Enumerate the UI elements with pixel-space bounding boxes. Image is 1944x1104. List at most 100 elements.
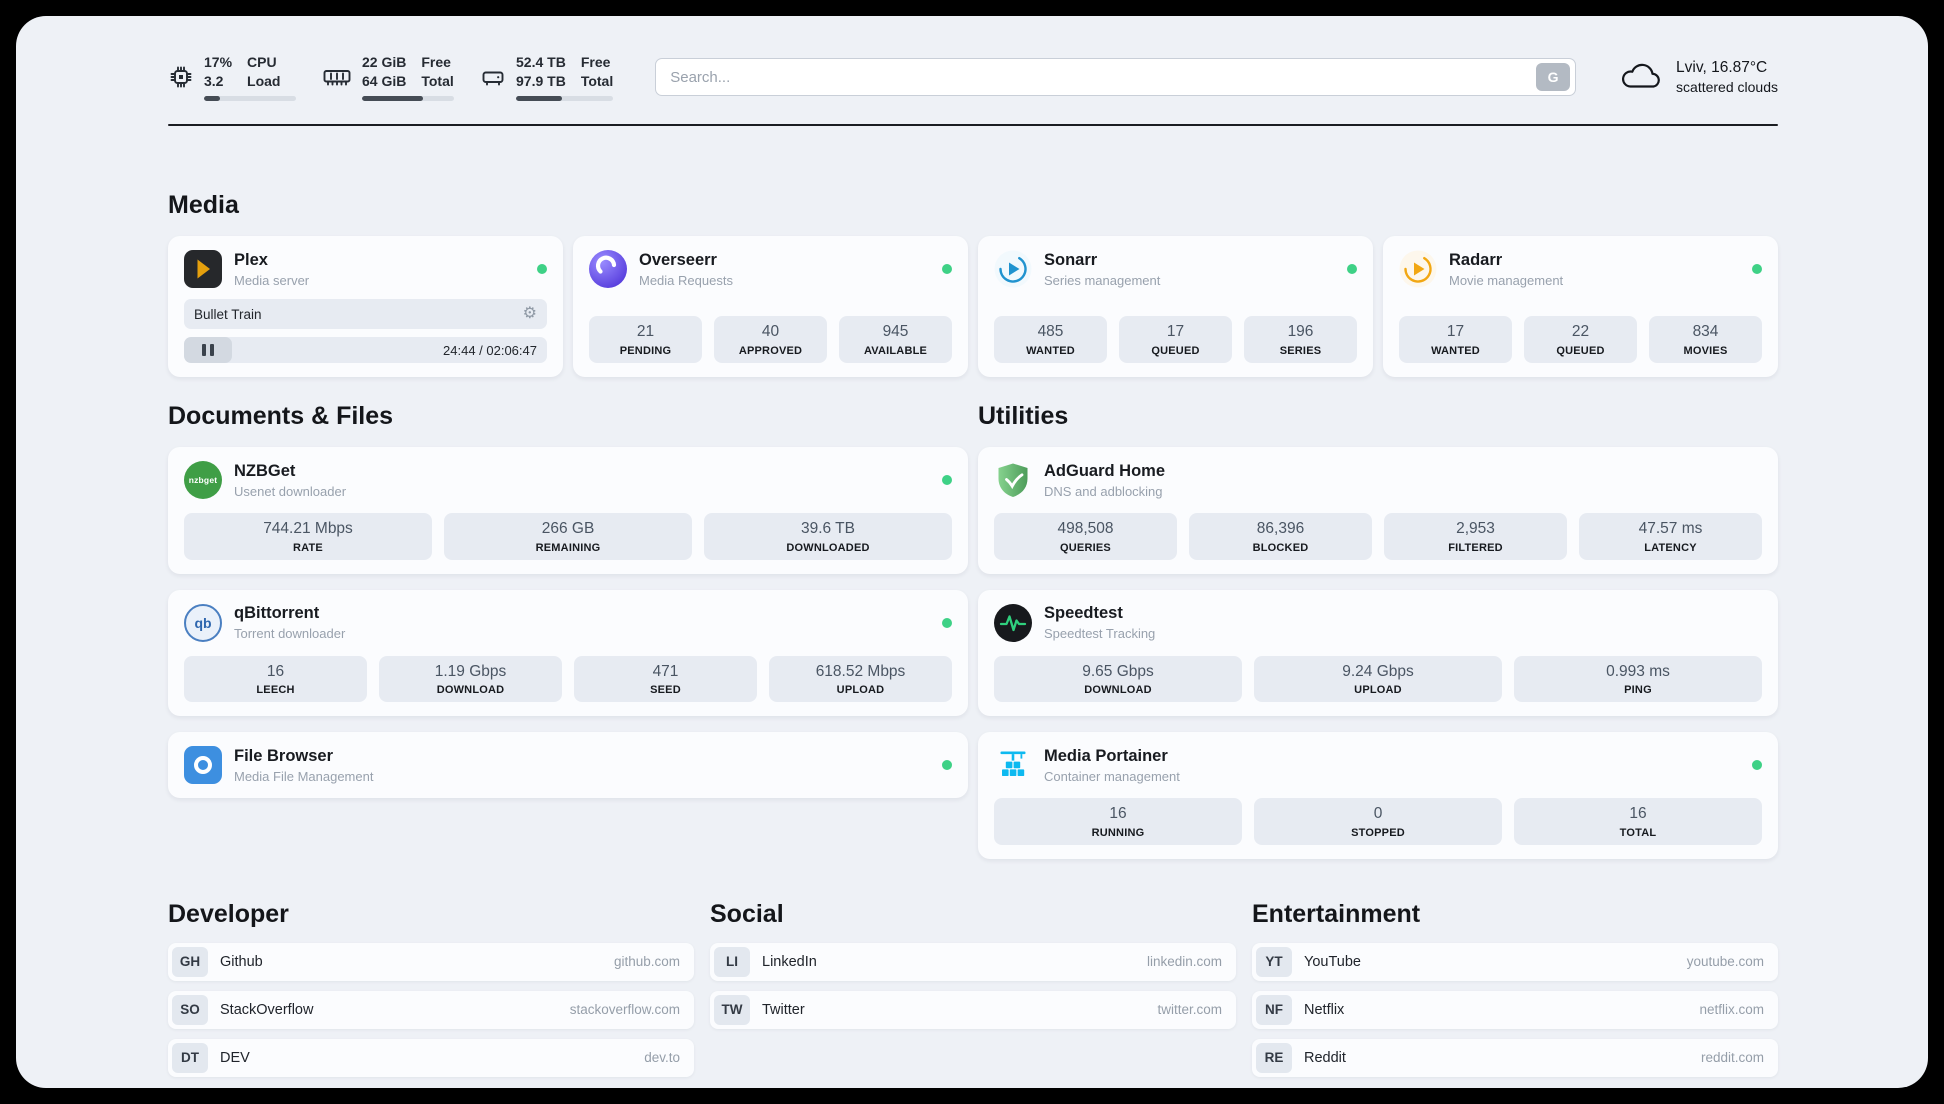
- qbittorrent-stats: 16 LEECH 1.19 Gbps DOWNLOAD 471 SEED 618…: [184, 655, 952, 703]
- stat-box: 16 RUNNING: [994, 798, 1242, 845]
- stat-value: 47.57 ms: [1638, 520, 1703, 537]
- stat-value: 2,953: [1456, 520, 1495, 537]
- disk-total-label: Total: [580, 73, 614, 89]
- nzbget-header: nzbget NZBGet Usenet downloader: [184, 461, 952, 499]
- cpu-icon: [170, 66, 192, 88]
- stat-box: 618.52 Mbps UPLOAD: [769, 655, 952, 703]
- section-title-documents: Documents & Files: [168, 402, 394, 430]
- bookmark-twitter[interactable]: TW Twitter twitter.com: [710, 990, 1236, 1029]
- plex-icon: [184, 250, 222, 288]
- app-subtitle: Torrent downloader: [234, 626, 346, 642]
- ram-progress-fill: [362, 95, 423, 101]
- stat-value: 498,508: [1057, 520, 1114, 537]
- status-dot: [537, 264, 547, 274]
- stat-value: 834: [1692, 323, 1719, 341]
- stat-box: 47.57 ms LATENCY: [1579, 513, 1762, 560]
- app-name: Sonarr: [1044, 250, 1098, 269]
- bookmark-reddit[interactable]: RE Reddit reddit.com: [1252, 1038, 1778, 1077]
- bookmarks-grid: Developer GH Github github.com SO StackO…: [168, 899, 1778, 1077]
- bookmark-dev[interactable]: DT DEV dev.to: [168, 1038, 694, 1077]
- bookmark-youtube[interactable]: YT YouTube youtube.com: [1252, 942, 1778, 981]
- search-bar: G: [655, 58, 1577, 96]
- stat-box: 266 GB REMAINING: [444, 513, 692, 560]
- bookmark-netflix[interactable]: NF Netflix netflix.com: [1252, 990, 1778, 1029]
- stat-box: 17 WANTED: [1399, 316, 1512, 363]
- section-title-developer: Developer: [168, 899, 289, 928]
- bookmark-linkedin[interactable]: LI LinkedIn linkedin.com: [710, 942, 1236, 981]
- overseerr-meta: Overseerr Media Requests: [639, 251, 733, 288]
- stat-box: 17 QUEUED: [1119, 316, 1232, 363]
- app-name: NZBGet: [234, 461, 296, 480]
- status-dot: [1752, 264, 1762, 274]
- media-card-grid: Plex Media server Bullet Train ⚙ 24:44 /…: [168, 236, 1778, 377]
- portainer-card[interactable]: Media Portainer Container management 16 …: [978, 732, 1778, 859]
- stat-value: 16: [266, 662, 285, 680]
- cpu-usage-label: CPU: [247, 54, 277, 71]
- ram-free-value: 22 GiB: [362, 54, 407, 71]
- stat-label: LEECH: [256, 684, 295, 697]
- search-engine-button[interactable]: G: [1536, 63, 1571, 91]
- overseerr-header: Overseerr Media Requests: [589, 250, 952, 288]
- adguard-icon: [994, 461, 1032, 499]
- stat-box: 39.6 TB DOWNLOADED: [704, 513, 952, 560]
- qbittorrent-card[interactable]: qb qBittorrent Torrent downloader 16 LEE…: [168, 589, 968, 717]
- sonarr-header: Sonarr Series management: [994, 250, 1357, 288]
- bookmark-name: Netflix: [1304, 1001, 1345, 1018]
- nzbget-card[interactable]: nzbget NZBGet Usenet downloader 744.21 M…: [168, 447, 968, 574]
- overseerr-card[interactable]: Overseerr Media Requests 21 PENDING 40 A…: [573, 236, 968, 377]
- adguard-stats: 498,508 QUERIES 86,396 BLOCKED 2,953 FIL…: [994, 513, 1762, 560]
- cpu-load-label: Load: [247, 73, 281, 89]
- stat-label: QUERIES: [1060, 541, 1111, 554]
- documents-column: Documents & Files nzbget NZBGet Usenet d…: [168, 401, 968, 799]
- status-dot: [942, 264, 952, 274]
- now-playing-title: Bullet Train: [194, 306, 262, 322]
- stat-label: LATENCY: [1644, 541, 1697, 554]
- app-name: AdGuard Home: [1044, 461, 1166, 480]
- cpu-usage-value: 17%: [204, 54, 233, 71]
- stat-label: WANTED: [1026, 345, 1075, 357]
- stat-box: 40 APPROVED: [714, 316, 827, 363]
- filebrowser-header: File Browser Media File Management: [184, 746, 952, 785]
- stat-value: 196: [1287, 323, 1314, 341]
- bookmark-url: stackoverflow.com: [569, 1002, 680, 1018]
- bookmark-github[interactable]: GH Github github.com: [168, 942, 694, 981]
- stat-value: 266 GB: [541, 520, 595, 537]
- playback-time: 24:44 / 02:06:47: [443, 342, 537, 358]
- weather-text: Lviv, 16.87°C scattered clouds: [1676, 59, 1778, 95]
- utilities-column: Utilities AdGuard Home DNS and adblockin…: [978, 401, 1778, 859]
- sonarr-card[interactable]: Sonarr Series management 485 WANTED 17 Q…: [978, 236, 1373, 377]
- portainer-stats: 16 RUNNING 0 STOPPED 16 TOTAL: [994, 798, 1762, 845]
- weather-location: Lviv, 16.87°C: [1676, 59, 1768, 76]
- adguard-card[interactable]: AdGuard Home DNS and adblocking 498,508 …: [978, 447, 1778, 574]
- bookmark-url: netflix.com: [1699, 1002, 1764, 1018]
- bookmark-name: Twitter: [762, 1001, 805, 1018]
- stat-label: PENDING: [619, 345, 672, 357]
- speedtest-header: Speedtest Speedtest Tracking: [994, 603, 1762, 642]
- speedtest-card[interactable]: Speedtest Speedtest Tracking 9.65 Gbps D…: [978, 589, 1778, 717]
- radarr-meta: Radarr Movie management: [1449, 251, 1563, 288]
- weather-widget[interactable]: Lviv, 16.87°C scattered clouds: [1618, 59, 1778, 95]
- radarr-card[interactable]: Radarr Movie management 17 WANTED 22 QUE…: [1383, 236, 1778, 377]
- bookmark-stackoverflow[interactable]: SO StackOverflow stackoverflow.com: [168, 990, 694, 1029]
- ram-progress-bar: [362, 95, 454, 101]
- stat-label: WANTED: [1431, 345, 1480, 357]
- stat-value: 744.21 Mbps: [263, 520, 353, 537]
- settings-gear-icon[interactable]: ⚙: [522, 305, 537, 322]
- app-name: File Browser: [234, 746, 334, 765]
- stat-box: 485 WANTED: [994, 316, 1107, 363]
- cpu-load-value: 3.2: [204, 73, 224, 89]
- linkedin-letter-icon: LI: [714, 946, 750, 977]
- app-name: Media Portainer: [1044, 746, 1168, 765]
- nzbget-stats: 744.21 Mbps RATE 266 GB REMAINING 39.6 T…: [184, 513, 952, 560]
- youtube-letter-icon: YT: [1256, 946, 1292, 977]
- app-subtitle: Usenet downloader: [234, 483, 347, 499]
- app-subtitle: Series management: [1044, 272, 1161, 288]
- status-dot: [942, 617, 952, 628]
- stat-value: 485: [1037, 323, 1064, 341]
- disk-progress-bar: [516, 95, 614, 101]
- filebrowser-card[interactable]: File Browser Media File Management: [168, 732, 968, 799]
- plex-card[interactable]: Plex Media server Bullet Train ⚙ 24:44 /…: [168, 236, 563, 377]
- search-input[interactable]: [670, 68, 1537, 86]
- bookmarks-entertainment: Entertainment YT YouTube youtube.com NF …: [1252, 899, 1778, 1077]
- pause-button[interactable]: [184, 337, 232, 363]
